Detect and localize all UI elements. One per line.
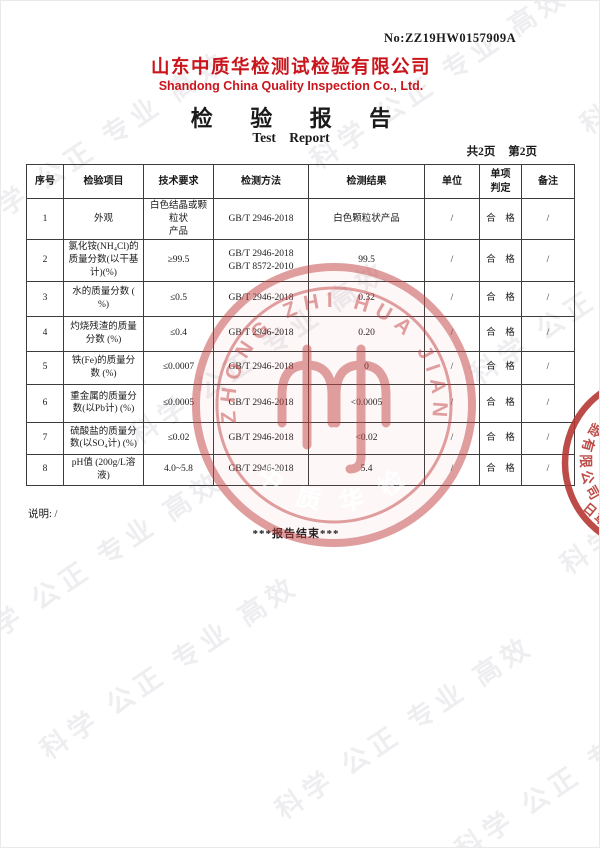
table-cell: /: [424, 280, 480, 317]
table-cell: 硫酸盐的质量分 数(以SO₄计) (%): [63, 421, 144, 455]
table-cell: /: [424, 350, 480, 385]
table-cell: GB/T 2946-2018: [213, 453, 309, 486]
table-cell: 铁(Fe)的质量分 数 (%): [63, 350, 144, 385]
table-cell: 1: [26, 197, 64, 241]
company-name-cn: 山东中质华检测试检验有限公司: [150, 58, 431, 78]
table-cell: /: [521, 315, 575, 352]
table-cell: 合 格: [479, 350, 522, 385]
table-cell: 合 格: [479, 315, 522, 352]
table-cell: 0.20: [308, 315, 425, 352]
inspection-results-table: 序号 检验项目 技术要求 检测方法 检测结果 单位 单项 判定 备注 1 外观 …: [26, 164, 575, 486]
table-cell: GB/T 2946-2018: [213, 421, 309, 455]
table-cell: GB/T 2946-2018: [213, 315, 309, 352]
table-cell: 水的质量分数 ( %): [63, 280, 144, 317]
table-cell: 外观: [63, 197, 144, 241]
table-cell: 合 格: [479, 421, 522, 455]
table-cell: 4.0~5.8: [143, 453, 214, 486]
table-cell: 3: [26, 280, 64, 317]
header-cell: 检测方法: [213, 164, 309, 199]
report-end-text: ***报告结束***: [252, 528, 340, 540]
table-cell: 白色结晶或颗粒状 产品: [143, 197, 214, 241]
table-cell: 0.32: [308, 280, 425, 317]
table-cell: pH值 (200g/L溶 液): [63, 453, 144, 486]
table-cell: GB/T 2946-2018: [213, 280, 309, 317]
table-cell: 重金属的质量分 数(以Pb计) (%): [63, 383, 144, 423]
table-cell: 4: [26, 315, 64, 352]
page-current: 第2页: [508, 146, 537, 158]
page-total: 共2页: [466, 146, 496, 158]
table-cell: /: [424, 453, 480, 486]
table-cell: GB/T 2946-2018: [213, 383, 309, 423]
header-cell: 序号: [26, 164, 64, 199]
table-cell: 0: [308, 350, 425, 385]
table-cell: 5: [26, 350, 64, 385]
table-row: 4 灼烧残渣的质量 分数 (%) ≤0.4 GB/T 2946-2018 0.2…: [26, 315, 575, 352]
table-cell: GB/T 2946-2018 GB/T 8572-2010: [213, 239, 309, 282]
table-cell: 8: [26, 453, 64, 486]
table-cell: GB/T 2946-2018: [213, 197, 309, 241]
table-cell: 合 格: [479, 383, 522, 423]
table-cell: 合 格: [479, 239, 522, 282]
table-cell: 99.5: [308, 239, 425, 282]
table-cell: ≤0.0007: [143, 350, 214, 385]
report-title-en: Test Report: [252, 130, 330, 145]
table-row: 6 重金属的质量分 数(以Pb计) (%) ≤0.0005 GB/T 2946-…: [26, 383, 575, 423]
table-cell: ≤0.4: [143, 315, 214, 352]
table-cell: /: [424, 383, 480, 423]
table-row: 7 硫酸盐的质量分 数(以SO₄计) (%) ≤0.02 GB/T 2946-2…: [26, 421, 575, 455]
table-cell: 合 格: [479, 197, 522, 241]
table-cell: ≥99.5: [143, 239, 214, 282]
table-cell: 2: [26, 239, 64, 282]
header-cell: 备注: [521, 164, 575, 199]
header-cell: 检验项目: [63, 164, 144, 199]
table-cell: /: [424, 421, 480, 455]
table-cell: /: [424, 239, 480, 282]
company-name-en: Shandong China Quality Inspection Co., L…: [158, 79, 424, 93]
page-info: 共2页 第2页: [457, 143, 537, 159]
table-cell: 合 格: [479, 280, 522, 317]
table-cell: /: [521, 421, 575, 455]
watermark-text: 科学 公正 专业 高效: [270, 629, 540, 826]
table-cell: /: [521, 197, 575, 241]
table-cell: 6: [26, 383, 64, 423]
table-cell: /: [521, 453, 575, 486]
table-cell: /: [521, 239, 575, 282]
table-cell: /: [424, 315, 480, 352]
table-cell: 灼烧残渣的质量 分数 (%): [63, 315, 144, 352]
table-row: 2 氯化铵(NH₄Cl)的 质量分数(以干基 计)(%) ≥99.5 GB/T …: [26, 239, 575, 282]
header-cell: 单项 判定: [479, 164, 522, 199]
table-row: 3 水的质量分数 ( %) ≤0.5 GB/T 2946-2018 0.32 /…: [26, 280, 575, 317]
table-row: 5 铁(Fe)的质量分 数 (%) ≤0.0007 GB/T 2946-2018…: [26, 350, 575, 385]
note-text: 说明: /: [28, 509, 58, 520]
table-row: 8 pH值 (200g/L溶 液) 4.0~5.8 GB/T 2946-2018…: [26, 453, 575, 486]
table-header-row: 序号 检验项目 技术要求 检测方法 检测结果 单位 单项 判定 备注: [26, 164, 575, 199]
table-cell: GB/T 2946-2018: [213, 350, 309, 385]
edge-seal-arc-text: 验有限公司: [578, 420, 600, 505]
table-cell: /: [521, 350, 575, 385]
table-cell: ≤0.5: [143, 280, 214, 317]
table-cell: /: [521, 383, 575, 423]
table-cell: ≤0.0005: [143, 383, 214, 423]
table-cell: <0.02: [308, 421, 425, 455]
table-cell: 白色颗粒状产品: [308, 197, 425, 241]
table-cell: ≤0.02: [143, 421, 214, 455]
table-cell: 氯化铵(NH₄Cl)的 质量分数(以干基 计)(%): [63, 239, 144, 282]
header-cell: 检测结果: [308, 164, 425, 199]
table-cell: 7: [26, 421, 64, 455]
table-row: 1 外观 白色结晶或颗粒状 产品 GB/T 2946-2018 白色颗粒状产品 …: [26, 197, 575, 241]
table-cell: 5.4: [308, 453, 425, 486]
header-cell: 单位: [424, 164, 480, 199]
table-cell: /: [424, 197, 480, 241]
header-cell: 技术要求: [143, 164, 214, 199]
report-title-cn: 检 验 报 告: [190, 106, 408, 131]
table-cell: <0.0005: [308, 383, 425, 423]
report-number: No:ZZ19HW0157909A: [384, 31, 517, 45]
table-cell: 合 格: [479, 453, 522, 486]
table-cell: /: [521, 280, 575, 317]
